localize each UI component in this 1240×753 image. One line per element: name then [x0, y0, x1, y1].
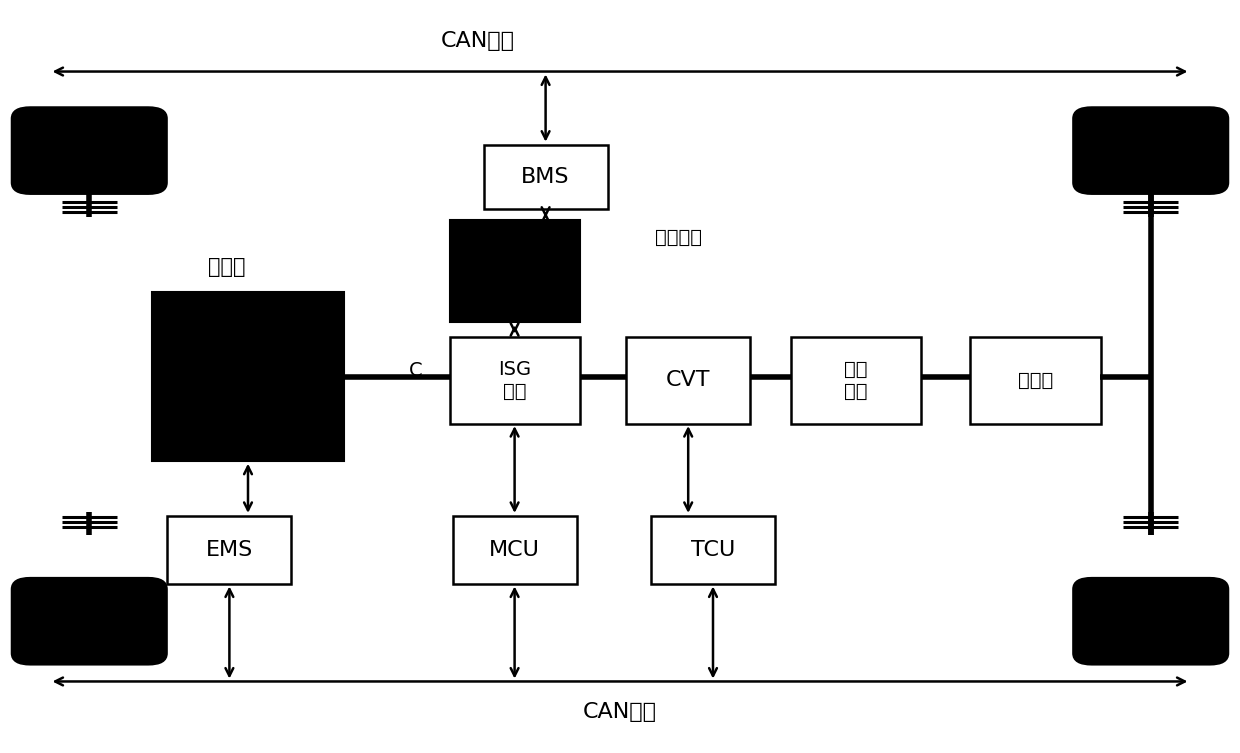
Text: BMS: BMS [521, 167, 570, 187]
Bar [449, 220, 580, 322]
Text: MCU: MCU [489, 540, 541, 559]
Bar [449, 337, 580, 423]
Text: EMS: EMS [206, 540, 253, 559]
Text: TCU: TCU [691, 540, 735, 559]
Text: 差速器: 差速器 [1018, 370, 1053, 390]
FancyBboxPatch shape [11, 578, 166, 665]
Text: ISG
电机: ISG 电机 [498, 360, 531, 401]
Text: 发动机: 发动机 [208, 257, 246, 276]
Bar [970, 337, 1101, 423]
Text: CVT: CVT [666, 370, 711, 390]
Bar [626, 337, 750, 423]
Text: C: C [409, 361, 422, 380]
FancyBboxPatch shape [1074, 108, 1228, 194]
Text: 主减
速器: 主减 速器 [844, 360, 867, 401]
FancyBboxPatch shape [11, 108, 166, 194]
Bar [651, 516, 775, 584]
Bar [167, 516, 291, 584]
Bar [484, 145, 608, 209]
Bar [453, 516, 577, 584]
FancyBboxPatch shape [1074, 578, 1228, 665]
Text: CAN总线: CAN总线 [440, 32, 515, 51]
Text: CAN总线: CAN总线 [583, 702, 657, 721]
Bar [791, 337, 920, 423]
Text: 蓄电池组: 蓄电池组 [655, 227, 702, 247]
Bar [151, 291, 345, 461]
